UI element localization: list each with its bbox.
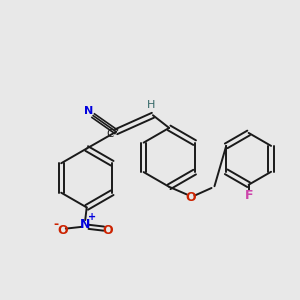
- Text: O: O: [102, 224, 112, 238]
- Text: N: N: [85, 106, 94, 116]
- Text: O: O: [185, 191, 196, 205]
- Text: C: C: [106, 129, 113, 139]
- Text: O: O: [57, 224, 68, 238]
- Text: +: +: [88, 212, 96, 222]
- Text: -: -: [53, 218, 58, 231]
- Text: N: N: [80, 218, 90, 231]
- Text: H: H: [146, 100, 155, 110]
- Text: F: F: [244, 188, 253, 202]
